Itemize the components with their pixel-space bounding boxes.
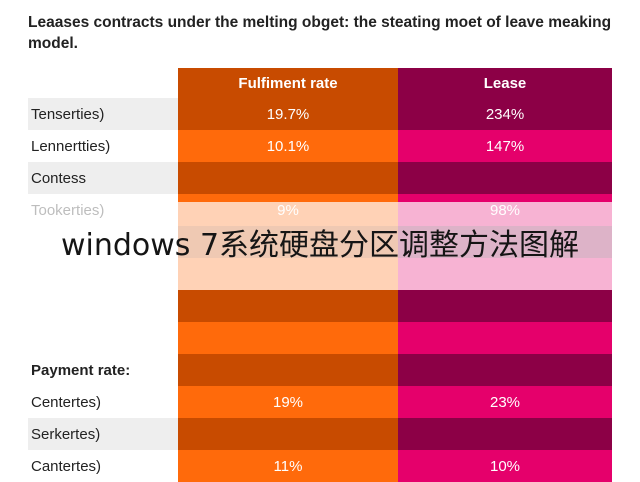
- fulfilment-rate-cell: [178, 354, 398, 386]
- table-row: Contess: [28, 162, 612, 194]
- table-row: Lennertties) 10.1% 147%: [28, 130, 612, 162]
- table-row: Centertes) 19% 23%: [28, 386, 612, 418]
- lease-cell: [398, 162, 612, 194]
- table-row: Cantertes) 11% 10%: [28, 450, 612, 482]
- lease-cell: [398, 290, 612, 322]
- fulfilment-rate-cell: 19%: [178, 386, 398, 418]
- fulfilment-rate-cell: [178, 290, 398, 322]
- lease-cell: [398, 322, 612, 354]
- table-row: [28, 322, 612, 354]
- chart-title: Leaases contracts under the melting obge…: [28, 14, 612, 52]
- row-label: Contess: [28, 162, 178, 194]
- row-label: [28, 322, 178, 354]
- row-label: Cantertes): [31, 457, 102, 475]
- lease-cell: [398, 418, 612, 450]
- fulfilment-rate-cell: 19.7%: [178, 98, 398, 130]
- row-label: Lennertties): [31, 137, 111, 155]
- watermark-band: [0, 202, 640, 290]
- row-label: Tenserties): [28, 98, 178, 130]
- fulfilment-rate-cell: [178, 322, 398, 354]
- fulfilment-rate-cell: [178, 162, 398, 194]
- fulfilment-rate-cell: 11%: [178, 450, 398, 482]
- row-label: Serkertes): [28, 418, 178, 450]
- lease-cell: [398, 354, 612, 386]
- table-header-row: Fulfiment rate Lease: [28, 68, 612, 98]
- header-empty-cell: [28, 68, 178, 98]
- fulfilment-rate-cell: [178, 418, 398, 450]
- fulfilment-rate-cell: 10.1%: [178, 130, 398, 162]
- table-row: Payment rate:: [28, 354, 612, 386]
- lease-cell: 10%: [398, 450, 612, 482]
- header-fulfilment-rate: Fulfiment rate: [178, 68, 398, 98]
- row-label: [28, 290, 178, 322]
- row-label: Centertes): [31, 393, 102, 411]
- lease-cell: 234%: [398, 98, 612, 130]
- lease-cell: 147%: [398, 130, 612, 162]
- header-lease: Lease: [398, 68, 612, 98]
- lease-cell: 23%: [398, 386, 612, 418]
- table-row: Tenserties) 19.7% 234%: [28, 98, 612, 130]
- table-row: Serkertes): [28, 418, 612, 450]
- row-label: Payment rate:: [31, 361, 131, 379]
- table-row: [28, 290, 612, 322]
- watermark-text: windows 7系统硬盘分区调整方法图解: [60, 228, 580, 263]
